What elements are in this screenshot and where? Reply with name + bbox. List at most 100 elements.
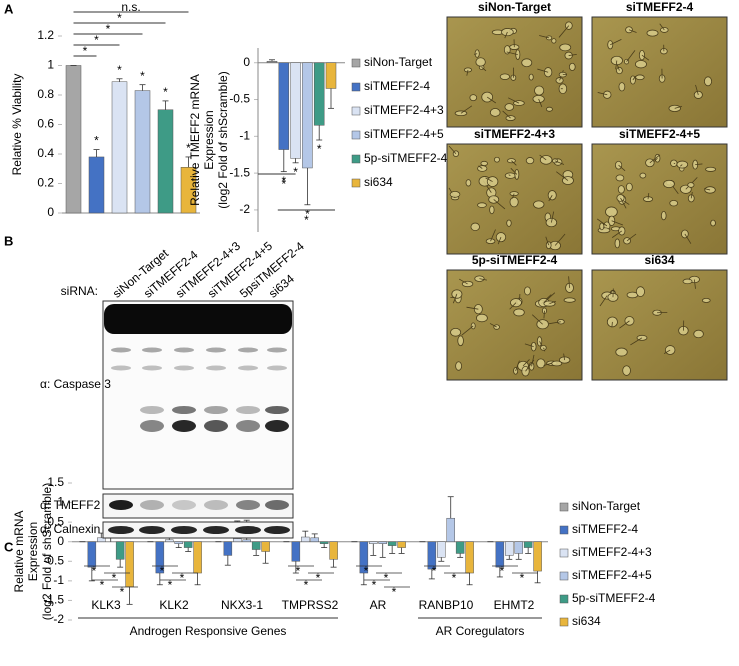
cell: [457, 335, 464, 347]
cell-process: [554, 160, 565, 165]
significance-mark: *: [293, 165, 298, 179]
panel-label: A: [4, 1, 14, 16]
cell-process: [684, 233, 692, 244]
x-tick-label: KLK3: [91, 598, 121, 612]
cell: [551, 360, 563, 367]
significance-mark: *: [163, 85, 168, 99]
cell-process: [502, 110, 511, 119]
cell-process: [558, 25, 570, 38]
cell-process: [596, 218, 608, 227]
legend-swatch: [351, 106, 361, 116]
cell: [451, 289, 463, 299]
bar: [291, 541, 301, 562]
group-label: Androgen Responsive Genes: [130, 624, 287, 638]
antibody-label: α: Caspase 3: [40, 377, 111, 391]
cell: [635, 74, 645, 81]
bar: [65, 65, 82, 214]
cell: [622, 365, 631, 376]
cell-process: [493, 199, 506, 210]
x-tick-label: KLK2: [159, 598, 189, 612]
cell-process: [531, 314, 543, 325]
cell: [509, 191, 519, 197]
legend-swatch: [351, 58, 361, 68]
bar: [329, 541, 338, 560]
cell-process: [466, 69, 469, 76]
cell-process: [479, 278, 487, 281]
cell: [701, 298, 711, 303]
antibody-label: α: Calnexin: [40, 522, 100, 536]
significance-mark: *: [140, 69, 145, 83]
blot-band: [174, 347, 194, 353]
cell-process: [659, 23, 665, 31]
significance-mark: *: [305, 207, 310, 221]
cell: [693, 90, 703, 99]
cell-process: [641, 54, 650, 61]
cell-process: [554, 233, 566, 246]
blot-band: [104, 304, 292, 334]
bar: [290, 62, 301, 159]
cell-process: [545, 236, 550, 246]
blot-band: [108, 526, 134, 534]
blot-band: [203, 526, 229, 534]
bar: [125, 541, 134, 587]
bar: [319, 541, 329, 544]
cell: [568, 62, 576, 71]
bar: [223, 541, 233, 556]
bar: [242, 539, 251, 542]
cell: [625, 182, 633, 192]
bar: [165, 539, 174, 542]
bracket-label: *: [94, 33, 99, 47]
significance-mark: *: [317, 142, 322, 156]
cell: [528, 73, 534, 81]
cell-process: [674, 105, 683, 109]
cell-process: [524, 343, 534, 348]
legend-swatch: [351, 154, 361, 164]
cell: [616, 194, 625, 202]
cell-process: [611, 220, 624, 226]
cell-process: [497, 237, 502, 245]
cell-process: [460, 105, 473, 114]
bar: [301, 536, 310, 542]
y-axis-label: (log2 Fold of shScramble): [216, 71, 230, 208]
cell: [663, 179, 675, 189]
legend-swatch: [351, 130, 361, 140]
significance-mark: *: [432, 564, 437, 578]
significance-mark: *: [384, 571, 389, 585]
legend-label: siTMEFF2-4+5: [364, 127, 444, 141]
blot-band: [238, 365, 258, 371]
y-tick-label: 0: [243, 55, 250, 69]
micrograph-caption: si634: [644, 253, 674, 267]
cell-process: [508, 174, 511, 176]
cell: [660, 211, 667, 221]
y-tick-label: 0.8: [37, 87, 54, 101]
cell-process: [556, 171, 569, 181]
blot-band: [140, 500, 164, 510]
cell-process: [507, 97, 520, 104]
cell-process: [693, 279, 696, 289]
cell-process: [626, 50, 636, 62]
cell: [469, 94, 478, 102]
cell: [475, 57, 486, 67]
antibody-label: α: TMEFF2: [40, 498, 101, 512]
cell-process: [458, 278, 468, 285]
blot-band: [204, 420, 228, 432]
y-tick-label: 0: [57, 534, 64, 548]
cell-process: [522, 359, 530, 367]
significance-mark: *: [160, 564, 165, 578]
significance-mark: *: [452, 571, 457, 585]
cell: [513, 308, 525, 317]
y-tick-label: 0.6: [37, 117, 54, 131]
cell: [615, 174, 625, 182]
cell: [524, 286, 531, 296]
blot-band: [267, 347, 287, 353]
blot-siRNA-label: siRNA:: [61, 284, 98, 298]
x-tick-label: NKX3-1: [221, 598, 263, 612]
cell: [493, 156, 500, 163]
legend-swatch: [559, 502, 569, 512]
y-tick-label: 0.2: [37, 176, 54, 190]
y-tick-label: -1.5: [43, 593, 64, 607]
significance-mark: *: [180, 571, 185, 585]
blot-band: [142, 347, 162, 353]
blot-band: [172, 500, 196, 510]
micrograph-caption: siNon-Target: [478, 0, 551, 14]
